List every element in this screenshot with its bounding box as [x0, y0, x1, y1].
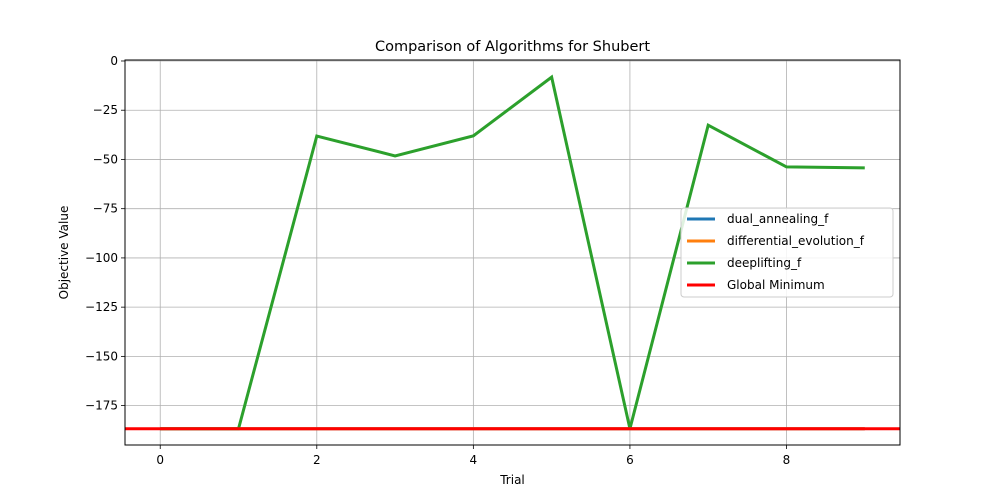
ticks: 0 2 4 6 8 0 −25 −50 −75 −100 −125 −150 −175 — [85, 54, 790, 467]
x-tick-label: 4 — [470, 453, 478, 467]
y-tick-label: 0 — [110, 54, 118, 68]
legend-label: Global Minimum — [727, 278, 825, 292]
x-tick-label: 6 — [626, 453, 634, 467]
chart-title: Comparison of Algorithms for Shubert — [375, 39, 650, 55]
legend-label: dual_annealing_f — [727, 212, 829, 226]
legend-box — [680, 207, 894, 298]
y-axis-label: Objective Value — [57, 206, 71, 300]
series-group — [125, 74, 900, 431]
series-line-3 — [160, 74, 865, 431]
y-tick-label: −125 — [85, 300, 118, 314]
y-tick-label: −100 — [85, 251, 118, 265]
x-tick-label: 0 — [156, 453, 164, 467]
y-tick-label: −50 — [93, 152, 118, 166]
y-tick-label: −25 — [93, 103, 118, 117]
legend-label: differential_evolution_f — [727, 234, 865, 248]
x-axis-label: Trial — [499, 473, 525, 487]
y-tick-label: −75 — [93, 202, 118, 216]
x-tick-label: 8 — [783, 453, 791, 467]
legend-label: deeplifting_f — [727, 256, 802, 270]
plot-frame — [124, 59, 901, 446]
x-tick-label: 2 — [313, 453, 321, 467]
legend: dual_annealing_f differential_evolution_f… — [680, 207, 894, 298]
y-tick-label: −150 — [85, 349, 118, 363]
y-tick-label: −175 — [85, 399, 118, 413]
